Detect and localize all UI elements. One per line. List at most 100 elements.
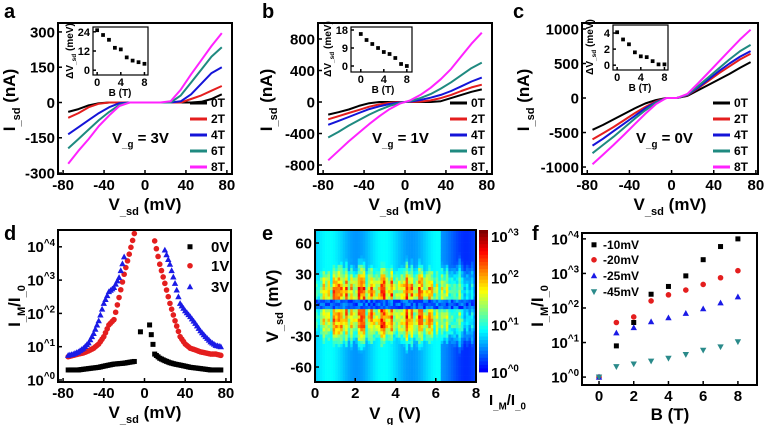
heatmap-cell (320, 233, 323, 237)
heatmap-cell (415, 312, 419, 316)
heatmap-cell (420, 236, 424, 240)
heatmap-cell (403, 331, 406, 335)
heatmap-cell (345, 299, 349, 304)
heatmap-cell (408, 287, 411, 291)
heatmap-cell (357, 264, 361, 269)
heatmap-cell (440, 347, 444, 351)
heatmap-cell (435, 245, 439, 250)
heatmap-cell (418, 236, 421, 240)
plot-frame (581, 232, 758, 386)
heatmap-cell (340, 245, 343, 250)
heatmap-cell (352, 236, 356, 240)
heatmap-cell (448, 321, 452, 326)
heatmap-cell (455, 321, 459, 326)
heatmap-cell (415, 249, 419, 253)
heatmap-cell (390, 350, 394, 354)
heatmap-cell (473, 318, 477, 323)
heatmap-cell (463, 249, 467, 253)
heatmap-cell (387, 293, 391, 297)
heatmap-cell (375, 318, 379, 323)
heatmap-cell (458, 274, 462, 278)
heatmap-cell (395, 239, 399, 243)
heatmap-cell (317, 366, 321, 370)
heatmap-cell (460, 299, 464, 304)
heatmap-cell (468, 353, 472, 357)
heatmap-cell (433, 236, 437, 240)
heatmap-cell (357, 334, 361, 338)
heatmap-cell (448, 356, 452, 361)
heatmap-cell (337, 242, 341, 247)
heatmap-cell (400, 274, 404, 278)
heatmap-cell (443, 249, 447, 253)
heatmap-cell (335, 261, 338, 266)
x-tick-label: 0 (614, 72, 620, 84)
heatmap-cell (398, 296, 401, 300)
heatmap-cell (403, 268, 406, 272)
heatmap-cell (465, 378, 469, 383)
heatmap-cell (455, 236, 459, 240)
heatmap-cell (330, 331, 333, 335)
heatmap-cell (340, 359, 343, 364)
heatmap-cell (438, 334, 442, 338)
data-point-1V (151, 238, 158, 244)
heatmap-cell (428, 378, 432, 383)
data-point--45mV (682, 352, 690, 358)
heatmap-cell (365, 277, 369, 281)
heatmap-cell (355, 255, 359, 259)
heatmap-cell (435, 236, 439, 240)
heatmap-cell (362, 328, 366, 332)
heatmap-cell (387, 264, 391, 269)
heatmap-cell (390, 252, 394, 256)
heatmap-cell (473, 280, 477, 285)
heatmap-cell (322, 249, 326, 253)
heatmap-cell (425, 302, 429, 307)
heatmap-cell (315, 261, 318, 266)
heatmap-cell (448, 249, 452, 253)
heatmap-cell (423, 334, 426, 338)
heatmap-cell (317, 274, 321, 278)
heatmap-cell (357, 312, 361, 316)
heatmap-cell (470, 258, 474, 262)
heatmap-cell (347, 312, 351, 316)
heatmap-cell (382, 268, 386, 272)
heatmap-cell (360, 230, 364, 234)
heatmap-cell (468, 274, 472, 278)
heatmap-cell (448, 359, 452, 364)
heatmap-cell (433, 245, 437, 250)
heatmap-cell (370, 249, 374, 253)
heatmap-cell (430, 258, 434, 262)
heatmap-cell (337, 296, 341, 300)
heatmap-cell (337, 334, 341, 338)
heatmap-cell (332, 233, 336, 237)
heatmap-cell (400, 245, 404, 250)
heatmap-cell (450, 290, 454, 294)
heatmap-cell (372, 299, 376, 304)
heatmap-cell (450, 347, 454, 351)
heatmap-cell (420, 249, 424, 253)
colorbar-label: I_M/I_0 (489, 392, 526, 413)
heatmap-cell (342, 236, 346, 240)
heatmap-cell (362, 309, 366, 313)
heatmap-cell (400, 249, 404, 253)
heatmap-cell (413, 277, 416, 281)
heatmap-cell (362, 239, 366, 243)
heatmap-cell (362, 350, 366, 354)
heatmap-cell (370, 347, 374, 351)
heatmap-cell (428, 302, 432, 307)
heatmap-cell (342, 258, 346, 262)
heatmap-cell (360, 293, 364, 297)
heatmap-cell (342, 328, 346, 332)
heatmap-cell (438, 239, 442, 243)
heatmap-cell (410, 334, 414, 338)
heatmap-cell (365, 299, 369, 304)
heatmap-cell (455, 261, 459, 266)
heatmap-cell (470, 325, 474, 329)
heatmap-cell (400, 356, 404, 361)
heatmap-cell (345, 293, 349, 297)
heatmap-cell (365, 280, 369, 285)
heatmap-cell (435, 264, 439, 269)
heatmap-cell (325, 299, 328, 304)
heatmap-cell (327, 280, 331, 285)
heatmap-cell (448, 230, 452, 234)
heatmap-cell (355, 334, 359, 338)
